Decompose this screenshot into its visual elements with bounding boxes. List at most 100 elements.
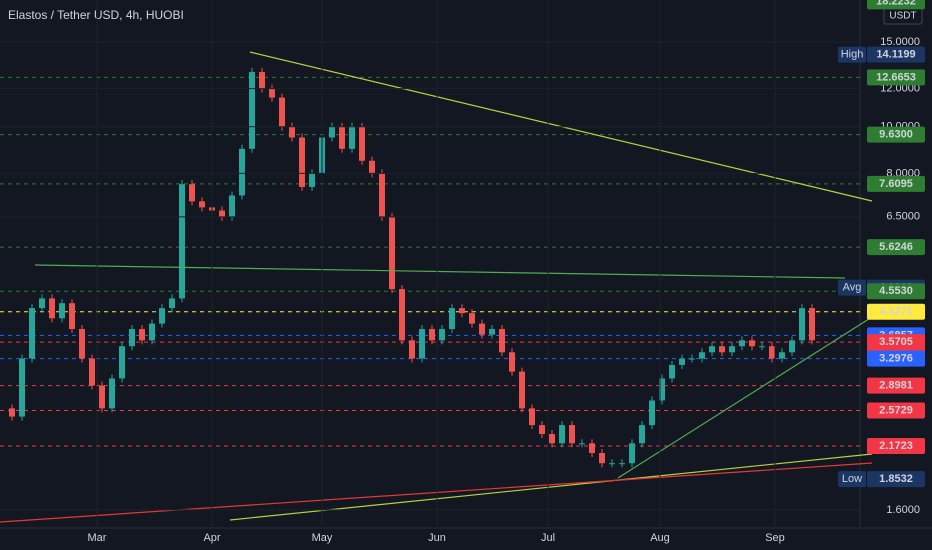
y-tick-label: 1.6000 [886,504,920,516]
price-tag [838,471,866,488]
candle [499,329,505,353]
price-badge [867,175,925,192]
candle [259,71,265,89]
candle [249,71,255,149]
price-badge-label: 12.6653 [876,71,916,83]
x-tick-label: Sep [765,532,785,544]
candle [719,346,725,353]
price-badge [867,402,925,419]
x-tick-label: Jun [428,532,446,544]
price-badge-label: 18.2232 [876,0,916,7]
candle [279,97,285,127]
candle [89,358,95,386]
candle [149,323,155,341]
candles [9,67,815,468]
candle [799,308,805,341]
candle [139,329,145,341]
candle [629,443,635,464]
candle [189,184,195,202]
price-badge [867,283,925,300]
candle [579,443,585,445]
candle [9,408,15,417]
candle [69,303,75,330]
candle [169,298,175,309]
candle [179,184,185,299]
candle [229,195,235,217]
candle [449,308,455,330]
price-badge [867,46,925,63]
candle [669,364,675,379]
price-badge [867,303,925,320]
candle [379,173,385,217]
price-tag [838,46,866,63]
candle [469,313,475,324]
candle [409,340,415,359]
price-badge [867,126,925,143]
candle [79,329,85,359]
candle [339,126,345,149]
candle [219,210,225,217]
candle [389,216,395,290]
x-tick-label: Mar [88,532,107,544]
x-tick-label: Jul [541,532,555,544]
candle [599,453,605,464]
candle [29,308,35,359]
price-badge-label: 7.6095 [879,178,913,190]
price-badge-label: 2.1723 [879,440,913,452]
candle [679,358,685,365]
candle [559,425,565,444]
price-badge-label: 4.1271 [879,306,913,318]
candle [569,425,575,444]
price-badge-label: 1.8532 [879,473,913,485]
candle [299,137,305,187]
candle [769,346,775,359]
candle [759,346,765,348]
candle [459,308,465,314]
y-tick-label: 12.0000 [880,83,920,95]
candle [49,298,55,319]
candle [659,378,665,401]
x-tick-label: Apr [203,532,220,544]
candle [619,463,625,465]
price-tag-label: Avg [843,282,862,294]
candle [329,126,335,138]
x-tick-label: Aug [650,532,670,544]
candle [129,329,135,347]
candle [239,148,245,196]
candle [809,308,815,341]
candle [269,88,275,98]
candle [289,126,295,138]
candle [649,400,655,426]
price-badge [867,437,925,454]
candle [159,308,165,324]
candle [99,385,105,409]
x-tick-label: May [312,532,333,544]
price-badge [867,69,925,86]
currency-label: USDT [889,11,916,22]
candle [789,340,795,353]
candle [39,298,45,309]
candle [549,433,555,444]
candle [349,126,355,149]
candle [709,346,715,353]
candle [529,408,535,426]
trend-line [229,453,873,521]
price-tag [838,279,866,296]
price-badge-label: 3.2976 [879,353,913,365]
price-badge-label: 4.5530 [879,285,913,297]
candle [609,463,615,465]
y-tick-label: 6.5000 [886,211,920,223]
candle [639,425,645,444]
candle [779,352,785,359]
candle [739,340,745,347]
candle [699,352,705,359]
price-badge [867,471,925,488]
candle [419,329,425,359]
candle [729,346,735,353]
price-badge [867,239,925,256]
candle [369,160,375,174]
trend-line [34,264,846,279]
candle [429,329,435,341]
